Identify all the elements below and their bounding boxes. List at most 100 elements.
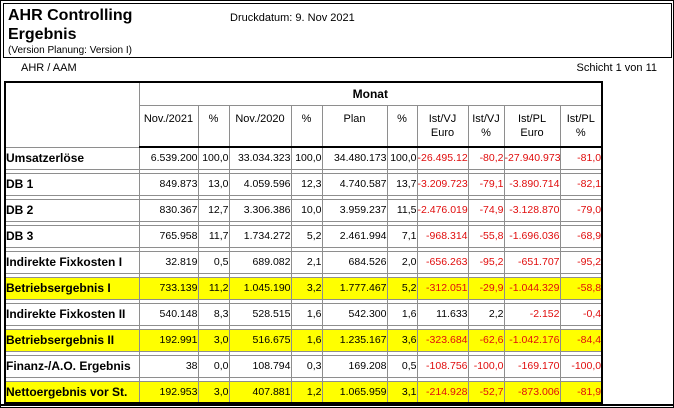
column-header: Ist/VJ % <box>467 104 505 148</box>
table-row: Betriebsergebnis I 733.139 11,2 1.045.190 3,… <box>4 276 603 300</box>
page-indicator: Schicht 1 von 11 <box>576 62 657 74</box>
value-cell: 542.300 <box>321 302 388 326</box>
column-header: Nov./2020 <box>228 104 292 148</box>
value-cell: 3,1 <box>386 380 418 404</box>
value-cell: 5,2 <box>386 276 418 300</box>
value-cell: 830.367 <box>138 198 199 222</box>
value-cell: 12,3 <box>290 172 323 196</box>
value-cell: 0,3 <box>290 354 323 378</box>
column-header-label: % <box>298 112 315 125</box>
value-cell: 11,2 <box>197 276 230 300</box>
value-cell: -1.044.329 <box>503 276 561 300</box>
value-cell: -873.006 <box>503 380 561 404</box>
column-header: Ist/VJ Euro <box>416 104 469 148</box>
column-header-label: Plan <box>343 112 366 125</box>
table-row: Indirekte Fixkosten I 32.819 0,5 689.082 2,1… <box>4 250 603 274</box>
value-cell: -2.476.019 <box>416 198 469 222</box>
value-cell: 540.148 <box>138 302 199 326</box>
value-cell: -968.314 <box>416 224 469 248</box>
row-label: Indirekte Fixkosten I <box>4 250 140 274</box>
value-cell: -2.152 <box>503 302 561 326</box>
value-cell: 0,0 <box>197 354 230 378</box>
spacer-row <box>4 194 603 200</box>
value-cell: 3,2 <box>290 276 323 300</box>
org-unit-label: AHR / AAM <box>21 62 77 74</box>
row-label: DB 1 <box>4 172 140 196</box>
report-title-line2: Ergebnis <box>8 26 77 43</box>
value-cell: 684.526 <box>321 250 388 274</box>
value-cell: 10,0 <box>290 198 323 222</box>
value-cell: 11,7 <box>197 224 230 248</box>
value-cell: 33.034.323 <box>228 146 292 170</box>
table-corner-cell <box>4 81 140 148</box>
page-bottom-rule <box>1 404 673 406</box>
column-header: % <box>386 104 418 148</box>
row-label: DB 2 <box>4 198 140 222</box>
column-header-label: Nov./2020 <box>235 112 285 125</box>
value-cell: 169.208 <box>321 354 388 378</box>
print-date: Druckdatum: 9. Nov 2021 <box>230 12 355 24</box>
row-label: Nettoergebnis vor St. <box>4 380 140 404</box>
value-cell: 13,0 <box>197 172 230 196</box>
value-cell: 3.959.237 <box>321 198 388 222</box>
value-cell: -100,0 <box>467 354 505 378</box>
value-cell: 1.045.190 <box>228 276 292 300</box>
column-header-label: Ist/VJ Euro <box>428 112 457 139</box>
row-label: Indirekte Fixkosten II <box>4 302 140 326</box>
column-header: % <box>197 104 230 148</box>
value-cell: -651.707 <box>503 250 561 274</box>
value-cell: -108.756 <box>416 354 469 378</box>
table-row: Betriebsergebnis II 192.991 3,0 516.675 1,6 1… <box>4 328 603 352</box>
value-cell: 5,2 <box>290 224 323 248</box>
value-cell: 100,0 <box>290 146 323 170</box>
report-title-line1: AHR Controlling <box>8 7 133 24</box>
column-header-label: Ist/PL % <box>566 112 595 139</box>
value-cell: 11,5 <box>386 198 418 222</box>
value-cell: -74,9 <box>467 198 505 222</box>
value-cell: 12,7 <box>197 198 230 222</box>
value-cell: 192.953 <box>138 380 199 404</box>
value-cell: 733.139 <box>138 276 199 300</box>
value-cell: -58,8 <box>559 276 603 300</box>
value-cell: -95,2 <box>467 250 505 274</box>
column-header-label: Nov./2021 <box>143 112 194 125</box>
value-cell: 192.991 <box>138 328 199 352</box>
value-cell: 2,2 <box>467 302 505 326</box>
value-cell: -81,0 <box>559 146 603 170</box>
value-cell: -55,8 <box>467 224 505 248</box>
row-label: Betriebsergebnis II <box>4 328 140 352</box>
value-cell: 34.480.173 <box>321 146 388 170</box>
table-row: DB 3 765.958 11,7 1.734.272 5,2 2.461.994 7,1-… <box>4 224 603 248</box>
value-cell: 3,0 <box>197 380 230 404</box>
value-cell: 32.819 <box>138 250 199 274</box>
value-cell: -1.042.176 <box>503 328 561 352</box>
value-cell: 1,6 <box>386 302 418 326</box>
value-cell: 38 <box>138 354 199 378</box>
value-cell: 849.873 <box>138 172 199 196</box>
value-cell: -312.051 <box>416 276 469 300</box>
value-cell: -79,1 <box>467 172 505 196</box>
table-row: Indirekte Fixkosten II 540.148 8,3 528.515 1… <box>4 302 603 326</box>
table-row: DB 2 830.367 12,7 3.306.386 10,0 3.959.237 11,… <box>4 198 603 222</box>
value-cell: -169.170 <box>503 354 561 378</box>
value-cell: 1,6 <box>290 302 323 326</box>
value-cell: -68,9 <box>559 224 603 248</box>
value-cell: 3.306.386 <box>228 198 292 222</box>
value-cell: 1.235.167 <box>321 328 388 352</box>
column-header-label: Ist/PL Euro <box>517 112 547 139</box>
value-cell: -0,4 <box>559 302 603 326</box>
value-cell: -26.495.122 <box>416 146 469 170</box>
value-cell: -1.696.036 <box>503 224 561 248</box>
value-cell: 2.461.994 <box>321 224 388 248</box>
value-cell: 0,5 <box>197 250 230 274</box>
value-cell: -3.209.723 <box>416 172 469 196</box>
group-header-monat: Monat <box>138 81 603 106</box>
spacer-row <box>4 246 603 252</box>
value-cell: -214.928 <box>416 380 469 404</box>
value-cell: -3.128.870 <box>503 198 561 222</box>
value-cell: -81,9 <box>559 380 603 404</box>
value-cell: 2,1 <box>290 250 323 274</box>
group-header-row: Monat <box>4 81 603 148</box>
table-row: Nettoergebnis vor St. 192.953 3,0 407.881 1,… <box>4 380 603 404</box>
column-header: Nov./2021 <box>138 104 199 148</box>
